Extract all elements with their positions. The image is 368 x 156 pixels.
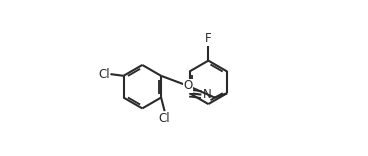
- Text: O: O: [183, 79, 192, 92]
- Text: N: N: [202, 88, 211, 101]
- Text: Cl: Cl: [98, 68, 110, 81]
- Text: F: F: [205, 32, 212, 45]
- Text: Cl: Cl: [159, 112, 170, 125]
